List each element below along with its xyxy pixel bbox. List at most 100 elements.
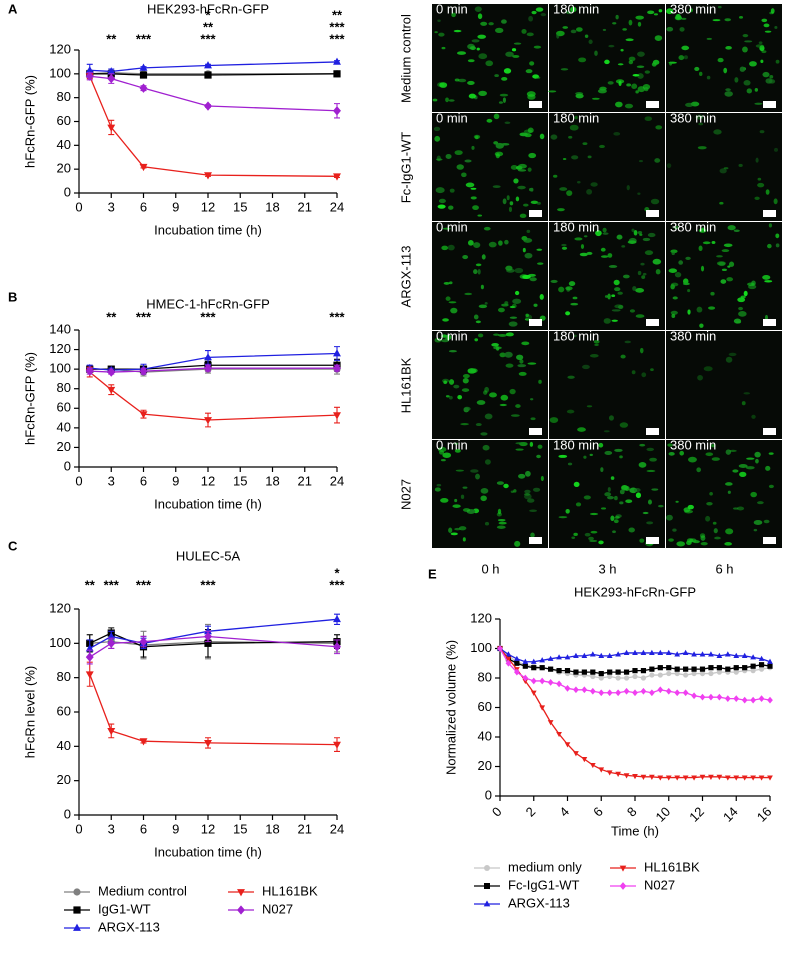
cell xyxy=(668,451,675,456)
data-point xyxy=(615,689,621,697)
cell xyxy=(442,452,452,458)
cell xyxy=(556,33,560,39)
cell xyxy=(721,268,727,272)
cell xyxy=(746,457,755,460)
cell xyxy=(449,188,455,193)
cell xyxy=(774,147,779,152)
timestamp: 180 min xyxy=(553,219,599,234)
cell xyxy=(510,414,520,417)
cell xyxy=(588,536,594,541)
cell xyxy=(750,491,757,498)
data-point xyxy=(708,651,714,657)
cell xyxy=(471,39,480,43)
cell xyxy=(710,291,715,296)
cell xyxy=(457,78,467,83)
cell xyxy=(646,447,655,452)
cell xyxy=(512,298,522,304)
cell xyxy=(528,152,537,159)
cell xyxy=(631,83,638,89)
data-point xyxy=(505,659,512,667)
data-point xyxy=(623,687,630,695)
cell xyxy=(571,536,576,539)
cell xyxy=(613,131,621,136)
significance-label: *** xyxy=(200,577,216,592)
micrograph: 180 min xyxy=(549,437,665,548)
cell xyxy=(462,377,469,384)
y-tick-label: 60 xyxy=(57,400,71,415)
data-point xyxy=(333,741,341,749)
cell xyxy=(565,286,573,291)
data-point xyxy=(333,106,341,116)
y-tick-label: 120 xyxy=(49,600,71,615)
cell xyxy=(681,45,690,51)
timestamp: 180 min xyxy=(553,328,599,343)
cell xyxy=(530,187,534,192)
data-point xyxy=(640,668,647,674)
scale-bar xyxy=(646,101,659,108)
data-point xyxy=(708,774,714,780)
micrograph: 0 min xyxy=(432,219,548,330)
cell xyxy=(443,380,448,385)
cell xyxy=(498,240,503,246)
cell xyxy=(508,321,518,327)
cell xyxy=(611,309,621,312)
cell xyxy=(732,507,739,510)
cell xyxy=(706,75,711,80)
data-point xyxy=(750,696,756,704)
significance-label: *** xyxy=(200,31,216,46)
cell xyxy=(529,509,538,512)
cell xyxy=(640,262,645,266)
cell xyxy=(484,413,493,420)
data-point xyxy=(607,673,613,680)
legend-label: ARGX-113 xyxy=(98,919,160,934)
series-line xyxy=(89,75,338,177)
timestamp: 380 min xyxy=(670,328,716,343)
cell xyxy=(474,6,482,12)
data-point xyxy=(674,651,681,657)
micrograph-background xyxy=(549,113,665,221)
cell xyxy=(538,379,542,384)
cell xyxy=(597,88,607,94)
y-tick-label: 20 xyxy=(57,439,71,454)
data-point xyxy=(623,649,630,656)
y-tick-label: 60 xyxy=(57,703,71,718)
data-point xyxy=(606,770,613,776)
x-tick-label: 0 xyxy=(75,821,82,836)
data-point xyxy=(657,775,664,781)
scale-bar xyxy=(763,428,776,435)
data-point xyxy=(590,669,596,675)
data-point xyxy=(514,660,520,666)
cell xyxy=(526,229,531,234)
row-label: HL161BK xyxy=(398,357,413,413)
cell xyxy=(775,59,780,64)
cell xyxy=(602,227,607,233)
cell xyxy=(580,244,585,249)
cell xyxy=(460,494,465,500)
data-point xyxy=(623,669,630,675)
significance-label: *** xyxy=(329,309,345,324)
legend-label: N027 xyxy=(262,901,293,916)
cell xyxy=(763,23,770,28)
micrograph: 180 min xyxy=(549,110,665,221)
cell xyxy=(568,281,576,287)
cell xyxy=(460,423,469,426)
data-point xyxy=(598,767,605,773)
data-point xyxy=(733,695,740,703)
cell xyxy=(578,57,587,63)
cell xyxy=(503,68,512,74)
cell xyxy=(637,270,642,276)
cell xyxy=(593,339,600,344)
cell xyxy=(613,279,620,286)
scale-bar xyxy=(646,537,659,544)
micrograph: 0 min xyxy=(432,110,548,221)
cell xyxy=(514,540,521,547)
cell xyxy=(588,39,593,45)
cell xyxy=(639,347,644,354)
cell xyxy=(684,509,694,514)
cell xyxy=(719,201,724,205)
cell xyxy=(732,469,739,473)
micrograph-background xyxy=(549,4,665,112)
legend-label: HL161BK xyxy=(262,883,318,898)
significance-label: *** xyxy=(104,577,120,592)
significance-label: *** xyxy=(136,309,152,324)
